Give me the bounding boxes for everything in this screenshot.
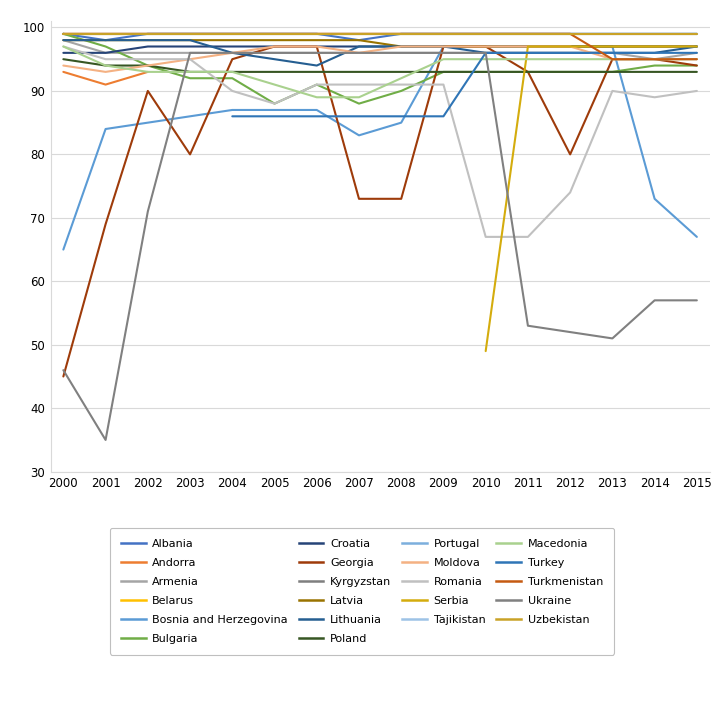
Legend: Albania, Andorra, Armenia, Belarus, Bosnia and Herzegovina, Bulgaria, Croatia, G: Albania, Andorra, Armenia, Belarus, Bosn… bbox=[110, 528, 614, 655]
